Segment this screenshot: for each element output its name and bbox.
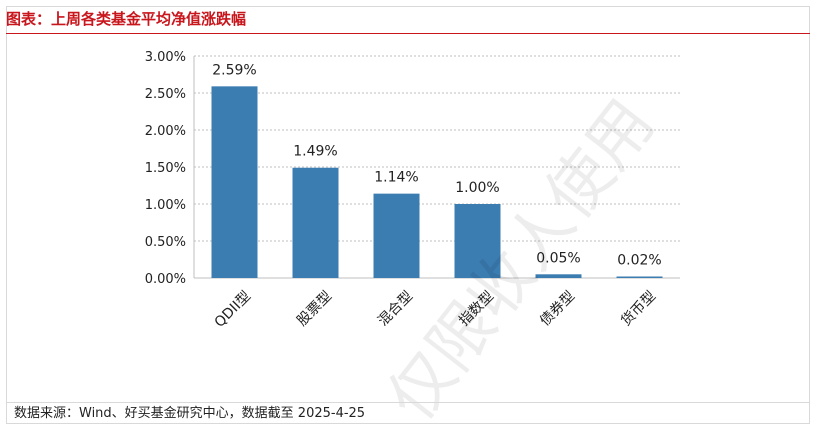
bar	[292, 167, 339, 278]
bar	[535, 274, 582, 278]
bar-value-label: 1.14%	[374, 170, 418, 186]
y-tick-label: 3.00%	[145, 50, 186, 65]
y-tick-label: 2.00%	[145, 124, 186, 139]
x-axis-tick-labels: QDII型 股票型 混合型 指数型 债券型 货币型	[212, 288, 659, 331]
x-tick-label: 货币型	[617, 288, 659, 330]
chart-bars	[211, 86, 663, 278]
bar-value-labels: 2.59% 1.49% 1.14% 1.00% 0.05% 0.02%	[212, 62, 661, 268]
bar	[211, 86, 258, 278]
page-title: 图表：上周各类基金平均净值涨跌幅	[6, 10, 247, 28]
title-divider	[6, 33, 810, 34]
footer-divider	[6, 402, 810, 403]
chart-gridlines	[194, 55, 680, 279]
bar	[616, 276, 663, 278]
y-axis-tick-labels: 0.00% 0.50% 1.00% 1.50% 2.00% 2.50% 3.00%	[145, 50, 186, 287]
x-tick-label: 债券型	[537, 288, 578, 329]
bar-value-label: 0.02%	[617, 253, 661, 269]
bar-value-label: 2.59%	[212, 62, 256, 78]
bar-value-label: 0.05%	[536, 250, 580, 266]
y-tick-label: 1.50%	[145, 161, 186, 176]
chart-frame	[6, 6, 810, 424]
bar-chart: 0.00% 0.50% 1.00% 1.50% 2.00% 2.50% 3.00% 2.59…	[145, 50, 680, 331]
x-tick-label: 混合型	[375, 288, 416, 329]
x-tick-label: QDII型	[212, 288, 254, 330]
y-tick-label: 0.00%	[145, 272, 186, 287]
y-tick-label: 2.50%	[145, 87, 186, 102]
bar	[373, 193, 420, 278]
data-source-note: 数据来源：Wind、好买基金研究中心，数据截至 2025-4-25	[14, 406, 366, 421]
bar-value-label: 1.49%	[293, 144, 337, 160]
bar-value-label: 1.00%	[455, 180, 499, 196]
x-tick-label: 股票型	[294, 288, 335, 329]
y-tick-label: 1.00%	[145, 198, 186, 213]
bar	[454, 204, 501, 278]
y-tick-label: 0.50%	[145, 235, 186, 250]
x-tick-label: 指数型	[456, 288, 497, 329]
